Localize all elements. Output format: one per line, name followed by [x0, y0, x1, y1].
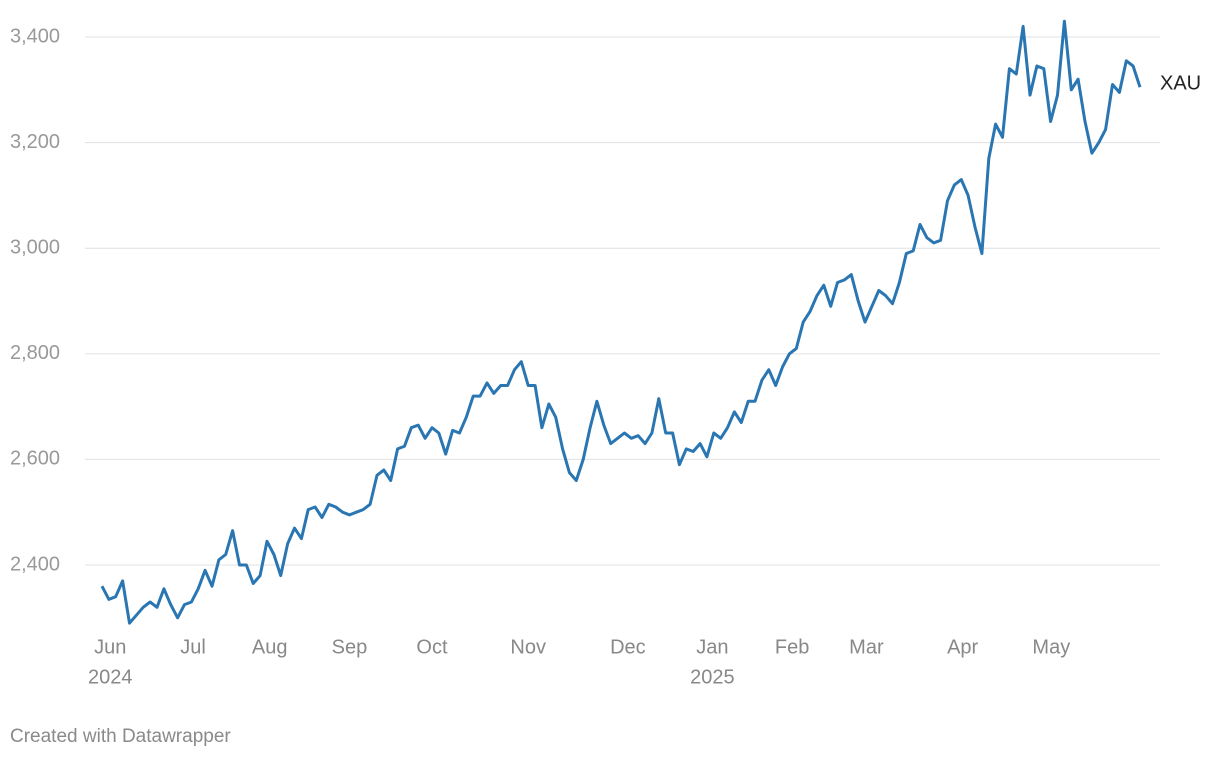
x-tick-label: Aug	[252, 636, 288, 658]
x-tick-label: Mar	[849, 636, 884, 658]
x-tick-year: 2024	[88, 666, 133, 688]
y-tick-label: 3,400	[10, 25, 60, 47]
x-tick-year: 2025	[690, 666, 735, 688]
x-tick-label: Nov	[510, 636, 546, 658]
x-tick-label: Jun	[94, 636, 126, 658]
x-tick-label: Oct	[416, 636, 448, 658]
y-tick-label: 3,000	[10, 236, 60, 258]
y-tick-label: 2,600	[10, 448, 60, 470]
footer-note: Created with Datawrapper	[10, 726, 231, 747]
y-tick-label: 2,800	[10, 342, 60, 364]
series-line	[100, 19, 1142, 625]
x-tick-label: May	[1032, 636, 1070, 658]
x-tick-label: Dec	[610, 636, 646, 658]
y-tick-label: 2,400	[10, 553, 60, 575]
y-tick-label: 3,200	[10, 131, 60, 153]
x-tick-label: Feb	[775, 636, 809, 658]
x-tick-label: Jul	[180, 636, 206, 658]
series-label: XAU	[1160, 72, 1201, 94]
x-tick-label: Jan	[696, 636, 728, 658]
x-tick-label: Apr	[947, 636, 978, 658]
x-tick-label: Sep	[332, 636, 368, 658]
